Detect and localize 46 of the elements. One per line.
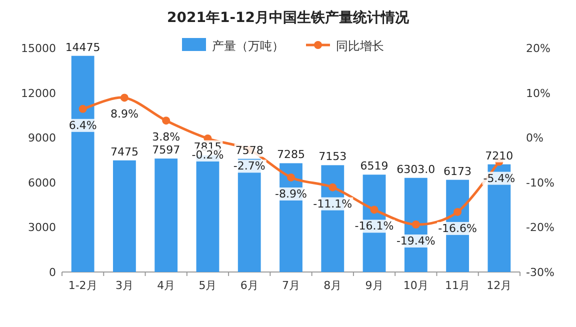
x-tick-label: 9月: [365, 279, 384, 292]
data-label: 6519: [360, 160, 388, 173]
data-label: -5.4%: [483, 172, 516, 185]
y-tick-label: 6000: [28, 176, 56, 190]
data-label: 6303.0: [396, 162, 436, 176]
data-label: 7153: [318, 150, 347, 164]
x-tick-label: 11月: [445, 279, 470, 292]
y2-tick-label: -10%: [526, 176, 554, 190]
data-label: 6173: [444, 164, 472, 178]
data-label: -8.9%: [275, 187, 307, 200]
chart-title: 2021年1-12月中国生铁产量统计情况: [167, 9, 410, 26]
data-label: 8.9%: [110, 108, 138, 121]
data-label: -2.7%: [233, 160, 266, 173]
data-label: -19.4%: [396, 234, 436, 248]
data-label: 3.8%: [152, 130, 180, 144]
x-tick-label: 10月: [403, 279, 428, 292]
y2-tick-label: -30%: [526, 266, 554, 279]
x-tick-label: 8月: [324, 279, 342, 292]
y2-tick-label: 10%: [526, 86, 550, 100]
y-tick-label: 3000: [28, 221, 56, 234]
data-label: 14475: [65, 40, 100, 54]
x-tick-label: 3月: [115, 279, 134, 292]
y2-tick-label: -20%: [526, 221, 554, 234]
x-tick-label: 5月: [198, 279, 217, 292]
y2-tick-label: 20%: [526, 42, 550, 55]
x-tick-label: 4月: [157, 279, 176, 292]
data-label: 7210: [485, 149, 514, 162]
x-tick-label: 12月: [486, 279, 512, 292]
legend-label: 同比增长: [336, 39, 384, 53]
y2-tick-label: 0%: [526, 132, 544, 145]
data-label: 7578: [235, 144, 264, 157]
data-label: 7597: [152, 144, 180, 157]
data-label: 7285: [277, 148, 305, 162]
x-tick-label: 7月: [282, 279, 300, 292]
y-tick-label: 9000: [28, 132, 56, 145]
x-tick-label: 1-2月: [68, 279, 98, 292]
y-tick-label: 15000: [21, 42, 56, 55]
data-label: 7475: [110, 145, 138, 158]
x-tick-label: 6月: [240, 279, 258, 292]
data-label: 6.4%: [68, 118, 97, 132]
data-label: -11.1%: [313, 197, 352, 210]
data-label: -16.6%: [438, 222, 478, 235]
y-tick-label: 12000: [21, 86, 56, 100]
y-tick-label: 0: [49, 266, 56, 279]
data-label: -16.1%: [354, 220, 394, 233]
legend-label: 产量（万吨）: [212, 39, 284, 53]
